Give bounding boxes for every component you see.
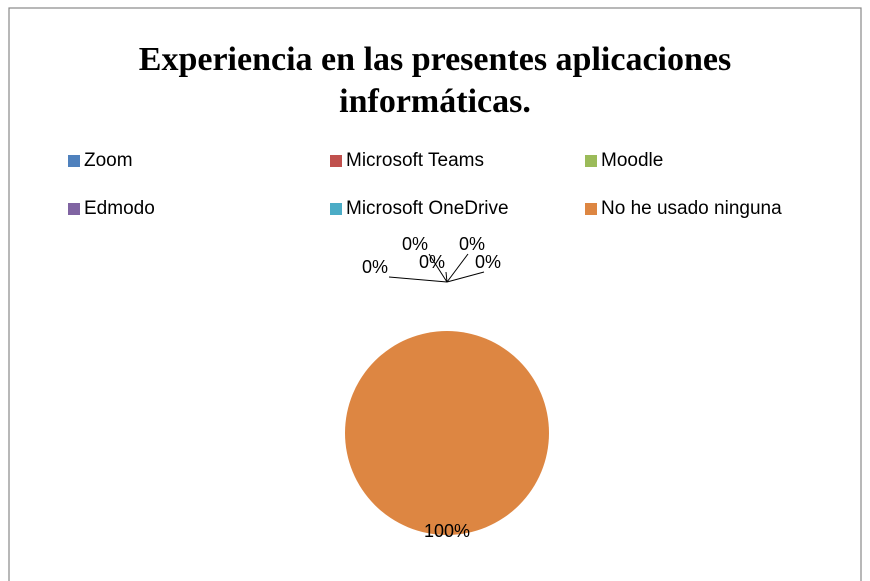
leader-line xyxy=(428,253,448,283)
data-label: 0% xyxy=(459,234,485,254)
data-label: 0% xyxy=(362,257,388,277)
leader-line xyxy=(445,271,448,283)
data-label: 0% xyxy=(475,252,501,272)
data-label: 0% xyxy=(402,234,428,254)
data-label: 0% xyxy=(419,252,445,272)
legend-label: Zoom xyxy=(84,150,133,171)
chart-title: informáticas. xyxy=(339,83,531,120)
legend-swatch xyxy=(68,155,80,167)
legend-swatch xyxy=(330,203,342,215)
legend-label: Microsoft OneDrive xyxy=(346,198,509,219)
legend-label: No he usado ninguna xyxy=(601,198,782,219)
leader-line xyxy=(446,271,485,283)
legend-swatch xyxy=(68,203,80,215)
legend-label: Moodle xyxy=(601,150,663,171)
leader-line xyxy=(388,276,448,283)
data-label: 100% xyxy=(424,521,470,541)
legend-swatch xyxy=(585,155,597,167)
pie-slice xyxy=(345,331,549,535)
legend-label: Microsoft Teams xyxy=(346,150,484,171)
legend-swatch xyxy=(330,155,342,167)
legend-label: Edmodo xyxy=(84,198,155,219)
leader-line xyxy=(446,253,469,283)
legend-swatch xyxy=(585,203,597,215)
chart-title: Experiencia en las presentes aplicacione… xyxy=(139,41,731,78)
